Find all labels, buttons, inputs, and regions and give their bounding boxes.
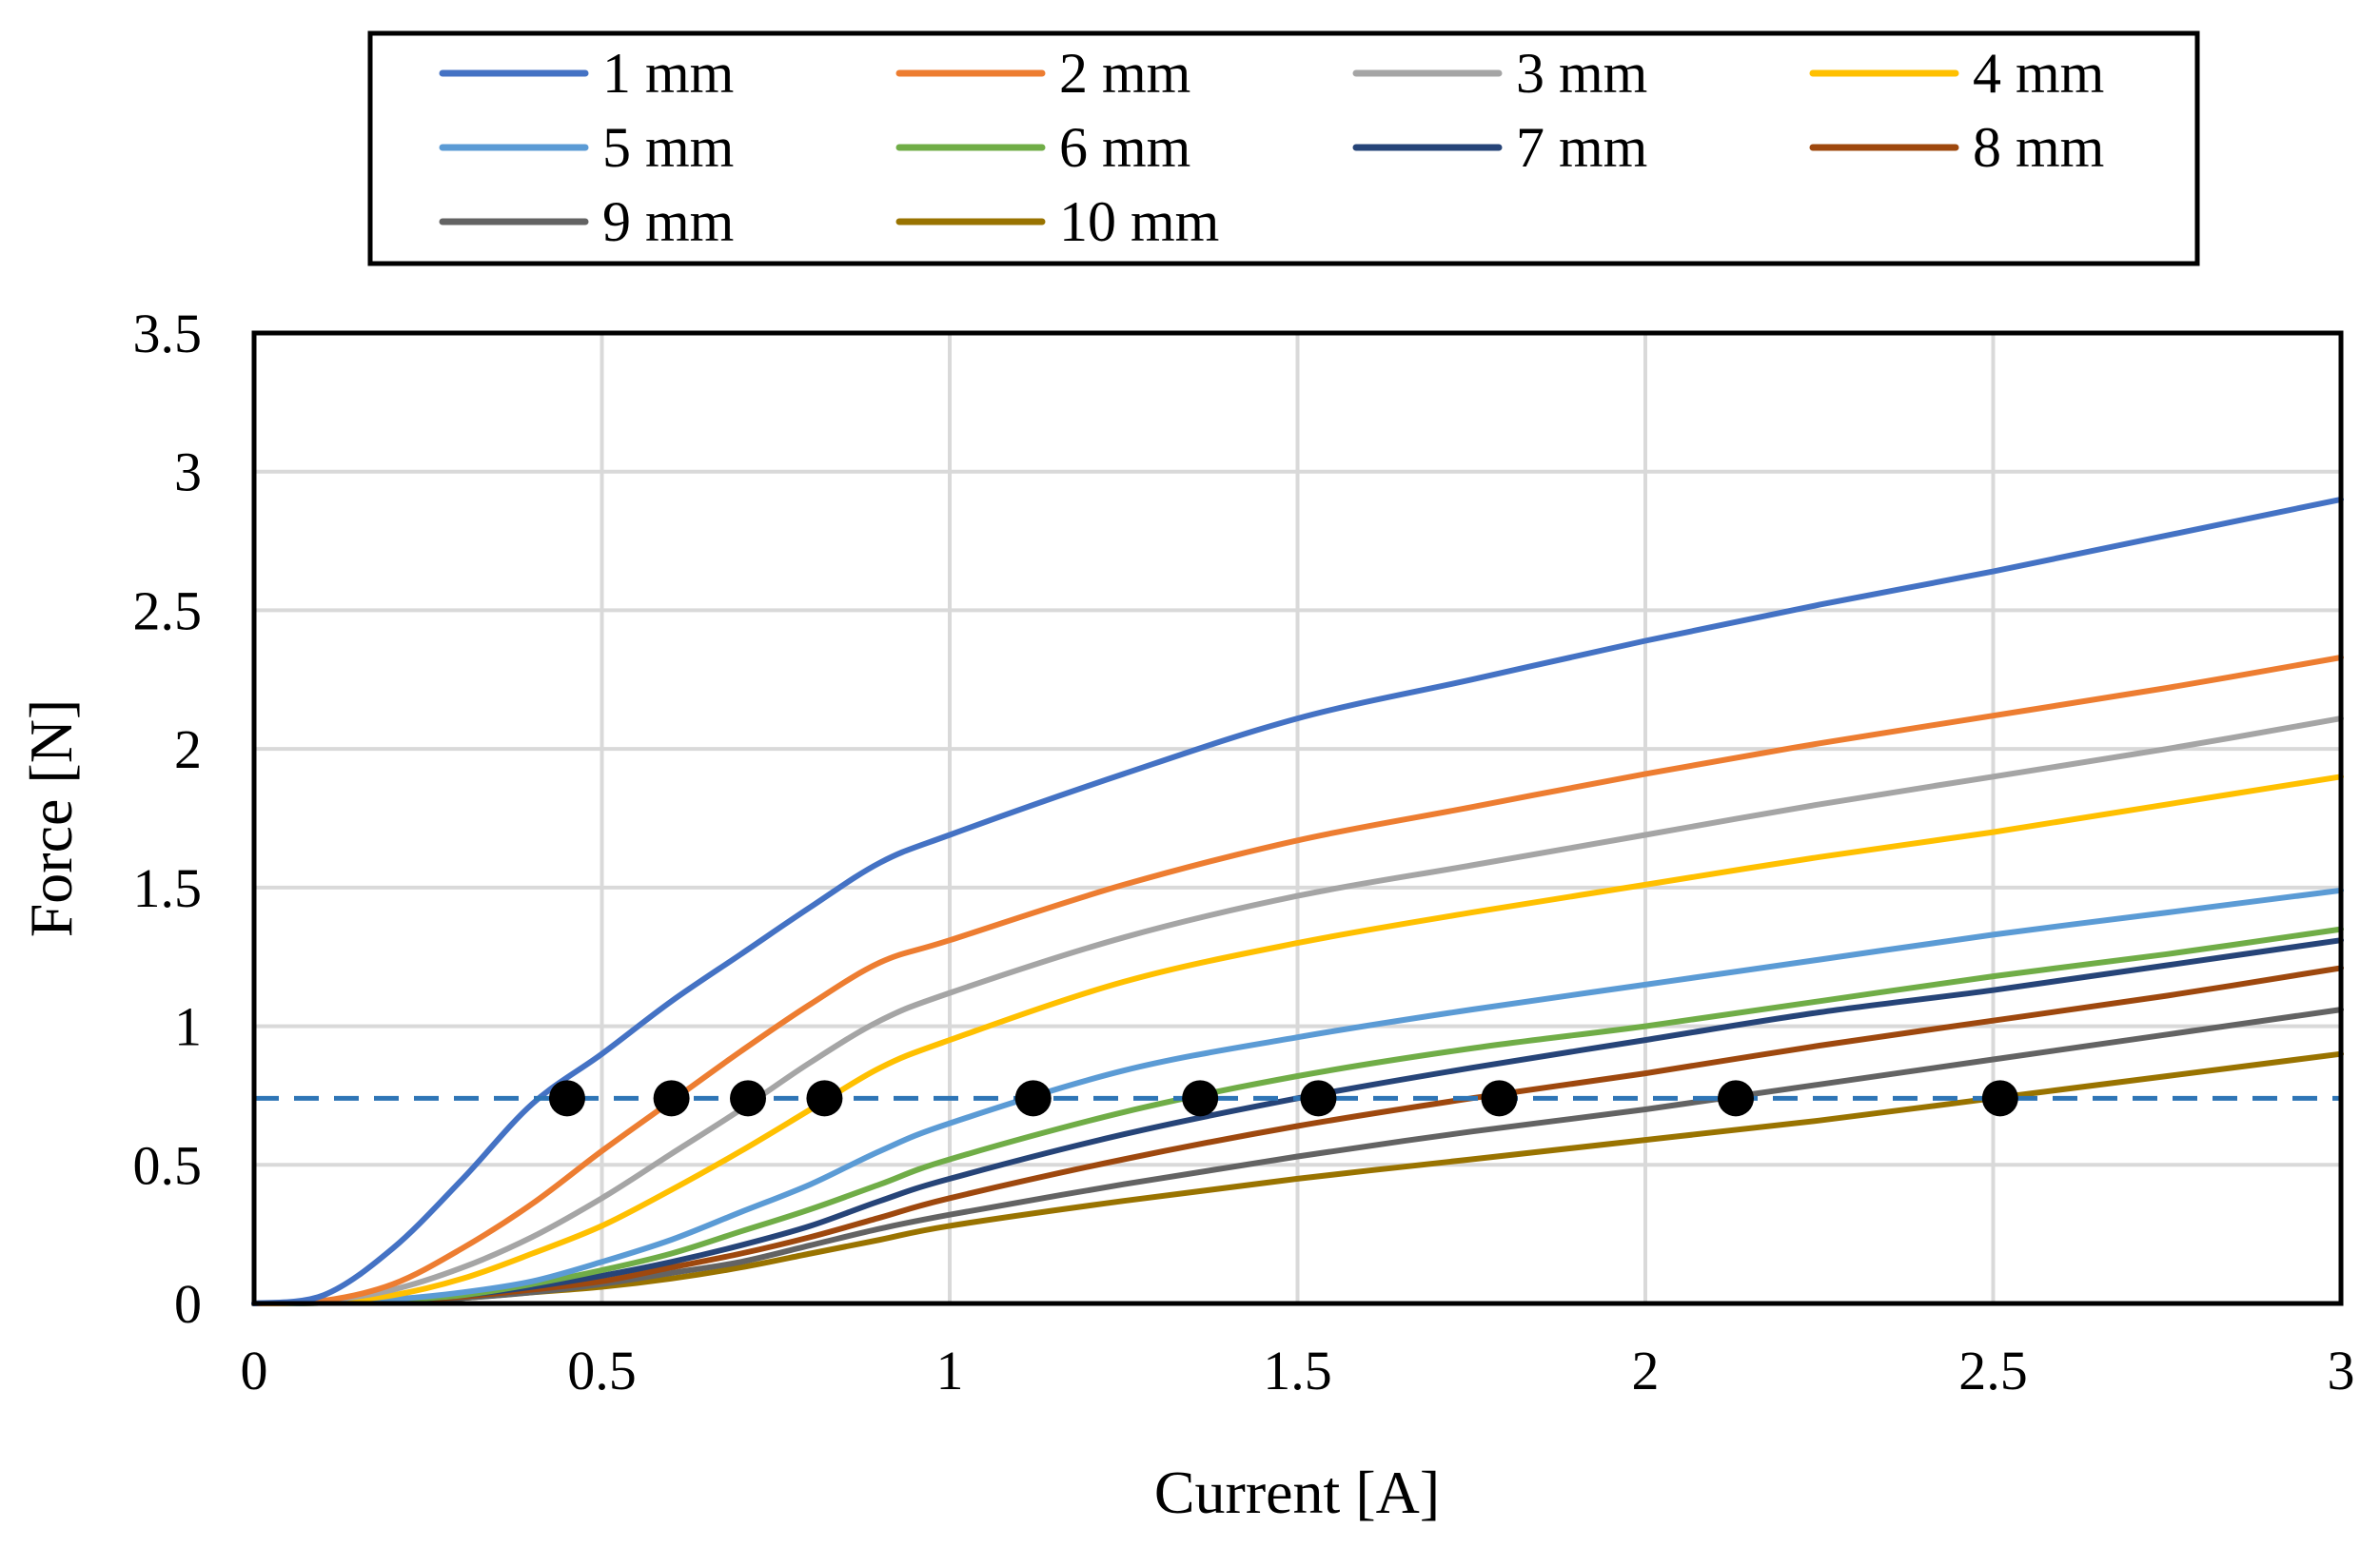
x-tick-label: 3 [2328, 1340, 2355, 1401]
intersection-marker [1014, 1080, 1052, 1117]
x-tick-label: 1.5 [1263, 1340, 1332, 1401]
intersection-marker [1300, 1080, 1337, 1117]
y-axis-title: Force [N] [17, 699, 85, 938]
y-tick-label: 0.5 [133, 1134, 203, 1196]
legend-label: 7 mm [1516, 116, 1647, 179]
y-tick-label: 2 [174, 718, 202, 780]
y-tick-label: 1.5 [133, 857, 203, 919]
x-tick-label: 2.5 [1958, 1340, 2028, 1401]
x-tick-label: 1 [936, 1340, 964, 1401]
legend-label: 6 mm [1059, 116, 1190, 179]
intersection-marker [548, 1080, 585, 1117]
legend-label: 3 mm [1516, 42, 1647, 105]
y-tick-label: 1 [174, 996, 202, 1058]
legend-label: 5 mm [602, 116, 734, 179]
y-tick-label: 3.5 [133, 303, 203, 364]
legend: 1 mm 2 mm 3 mm 4 mm 5 mm 6 mm 7 mm 8 mm 9 mm 10 m… [367, 30, 2200, 266]
x-axis-ticks: 0 0.5 1 1.5 2 2.5 3 [241, 1340, 2355, 1401]
intersection-marker [730, 1080, 767, 1117]
y-tick-label: 3 [174, 441, 202, 503]
x-axis-title: Current [A] [1154, 1459, 1440, 1526]
intersection-marker [1718, 1080, 1755, 1117]
series-line-1-mm [251, 496, 2344, 1306]
y-tick-label: 2.5 [133, 579, 203, 641]
legend-label: 4 mm [1973, 42, 2104, 105]
y-axis-ticks: 0 0.5 1 1.5 2 2.5 3 3.5 [133, 303, 203, 1335]
intersection-marker [806, 1080, 843, 1117]
series-lines [251, 496, 2344, 1306]
x-tick-label: 2 [1632, 1340, 1660, 1401]
y-tick-label: 0 [174, 1273, 202, 1335]
series-line-3-mm [251, 715, 2344, 1306]
plot-frame [251, 330, 2344, 1306]
legend-label: 9 mm [602, 190, 734, 253]
intersection-marker [1182, 1080, 1219, 1117]
x-tick-label: 0.5 [567, 1340, 637, 1401]
legend-label: 1 mm [602, 42, 734, 105]
series-line-4-mm [251, 774, 2344, 1306]
intersection-marker [653, 1080, 690, 1117]
series-line-2-mm [251, 655, 2344, 1306]
gridlines [254, 333, 2341, 1303]
legend-label: 2 mm [1059, 42, 1190, 105]
x-tick-label: 0 [241, 1340, 268, 1401]
legend-label: 10 mm [1059, 190, 1219, 253]
plot-area [251, 330, 2344, 1306]
legend-label: 8 mm [1973, 116, 2104, 179]
intersection-marker [1481, 1080, 1518, 1117]
intersection-markers [548, 1080, 2018, 1117]
intersection-marker [1981, 1080, 2018, 1117]
